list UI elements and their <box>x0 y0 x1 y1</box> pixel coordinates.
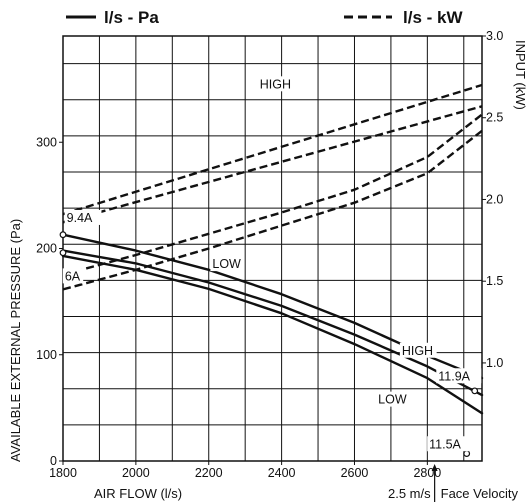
operating-point-marker <box>471 387 479 395</box>
annotation-background <box>62 268 84 284</box>
annotation-label: 11.5A <box>429 437 461 451</box>
input-curve-6 <box>62 129 483 291</box>
pressure-curve-2 <box>61 254 484 415</box>
x-tick-label: 2600 <box>341 466 369 480</box>
series-group <box>59 83 484 457</box>
annotation-background <box>399 342 437 358</box>
annotation-background <box>257 76 295 92</box>
legend: l/s - Pa l/s - kW <box>66 8 463 27</box>
face-velocity-marker: 2.5 m/s Face Velocity <box>388 464 518 502</box>
input-curve-4 <box>62 105 483 224</box>
operating-point-marker <box>59 231 67 239</box>
face-velocity-label: Face Velocity <box>441 486 519 501</box>
x-tick-label: 2800 <box>413 466 441 480</box>
y-tick-label: 100 <box>36 348 57 362</box>
y-tick-label: 0 <box>50 454 57 468</box>
y-axis-label: AVAILABLE EXTERNAL PRESSURE (Pa) <box>8 219 23 462</box>
y-tick-label: 200 <box>36 242 57 256</box>
y2-tick-label: 1.5 <box>486 274 503 288</box>
x-axis-label: AIR FLOW (l/s) <box>94 486 182 501</box>
annotation-label: 6A <box>65 269 81 283</box>
face-velocity-arrow <box>431 464 438 471</box>
tick-labels: 1800 2000 2200 2400 2600 2800 0 100 200 300 1.0 1.5… <box>36 29 503 480</box>
annotation-background <box>376 391 405 407</box>
operating-point-marker <box>59 249 67 257</box>
annotation-background <box>427 436 473 452</box>
x-tick-label: 1800 <box>49 466 77 480</box>
y-tick-label: 300 <box>36 135 57 149</box>
annotation-label: 11.9A <box>438 369 470 383</box>
annotation-label: HIGH <box>402 344 433 358</box>
annotation-background <box>436 368 482 384</box>
annotation-label: HIGH <box>260 77 291 91</box>
y2-tick-label: 3.0 <box>486 29 503 43</box>
annotation-background <box>210 256 239 272</box>
annotation-background <box>64 209 102 225</box>
x-tick-label: 2400 <box>268 466 296 480</box>
annotation-label: LOW <box>378 393 407 407</box>
annotation-label: 9.4A <box>67 211 93 225</box>
input-curve-3 <box>62 83 483 216</box>
face-velocity-value: 2.5 m/s <box>388 486 431 501</box>
annotations: HIGH LOW 9.4A 6A HIGH 11.9A LOW 11.5A <box>62 76 482 452</box>
grid <box>59 35 486 465</box>
input-curve-5 <box>62 113 483 276</box>
legend-solid-label: l/s - Pa <box>104 8 159 27</box>
operating-point-marker <box>463 450 471 457</box>
x-tick-label: 2000 <box>122 466 150 480</box>
y2-tick-label: 2.5 <box>486 111 503 125</box>
legend-dashed-label: l/s - kW <box>403 8 463 27</box>
y2-axis-label: INPUT (kW) <box>513 40 528 110</box>
x-tick-label: 2200 <box>195 466 223 480</box>
y2-tick-label: 1.0 <box>486 356 503 370</box>
pressure-curve-1 <box>61 249 484 397</box>
y2-tick-label: 2.0 <box>486 192 503 206</box>
annotation-label: LOW <box>212 257 241 271</box>
